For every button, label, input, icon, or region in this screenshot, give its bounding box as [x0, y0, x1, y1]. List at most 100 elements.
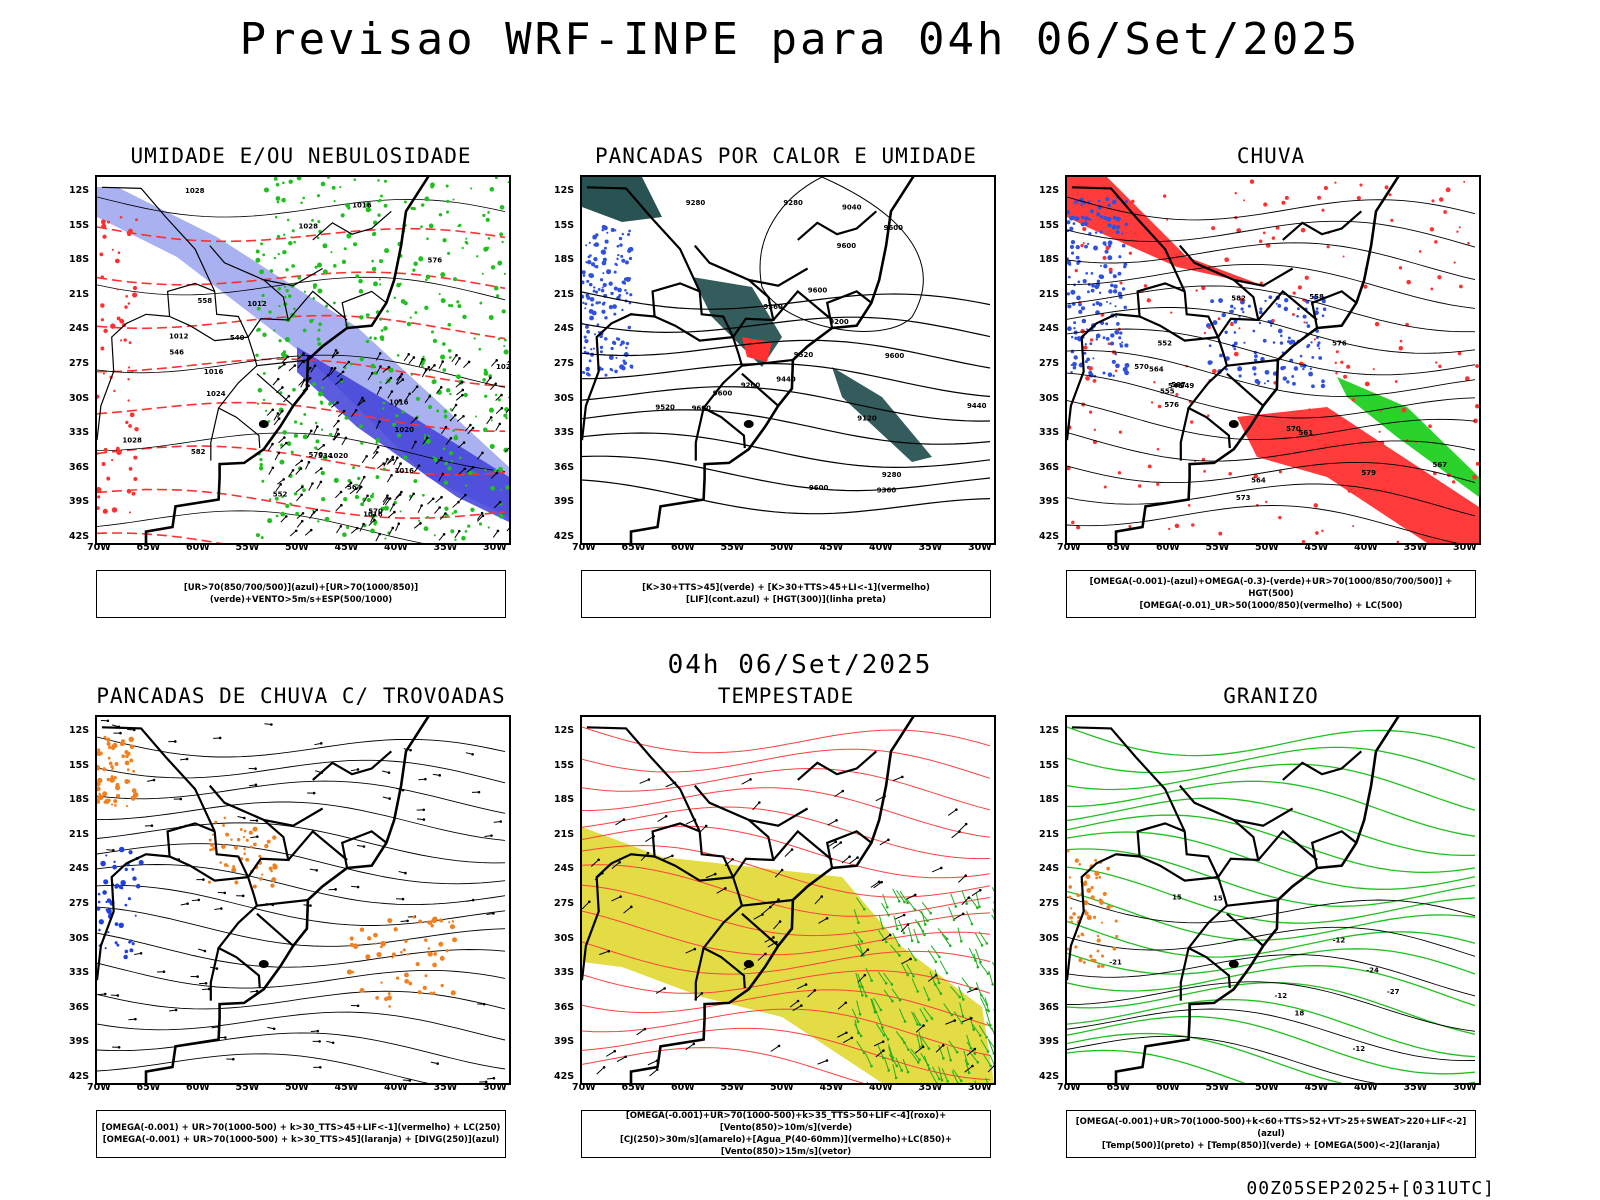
- lon-tick-label: 45W: [334, 1082, 359, 1093]
- lon-tick-label: 35W: [1403, 542, 1428, 553]
- lat-tick-label: 42S: [1039, 531, 1060, 542]
- lon-tick-label: 55W: [720, 1082, 745, 1093]
- contour-label: 1028: [185, 187, 205, 195]
- lat-tick-label: 12S: [69, 725, 90, 736]
- contour-label: 1012: [247, 300, 267, 308]
- lon-tick-label: 60W: [671, 542, 695, 553]
- contour-label: 567: [1171, 381, 1186, 389]
- lon-tick-label: 70W: [572, 1082, 596, 1093]
- panel-title: GRANIZO: [1223, 684, 1319, 708]
- contour-label: 1024: [206, 390, 226, 398]
- lon-tick-label: 70W: [1057, 542, 1081, 553]
- lat-tick-label: 15S: [554, 759, 575, 771]
- map-borders: [1067, 177, 1400, 543]
- lat-tick-label: 24S: [69, 323, 90, 335]
- lon-tick-label: 55W: [720, 542, 745, 553]
- contour-label: -27: [1387, 988, 1400, 996]
- lon-tick-label: 40W: [384, 1082, 408, 1093]
- lat-tick-label: 30S: [1039, 932, 1060, 944]
- lat-tick-label: 36S: [69, 1001, 90, 1013]
- contour-label: 534: [318, 452, 333, 460]
- lon-tick-label: 40W: [1354, 1082, 1378, 1093]
- lat-tick-label: 21S: [1039, 828, 1060, 840]
- lon-tick-label: 30W: [968, 542, 992, 553]
- lat-tick-label: 15S: [1039, 219, 1060, 231]
- contour-label: 579: [1361, 469, 1376, 477]
- map-frame: -12 -12 15 15 18 -12 -24 -27 -21: [1065, 715, 1481, 1085]
- lat-tick-label: 36S: [554, 1001, 575, 1013]
- contour-label: 576: [1332, 339, 1347, 347]
- contour-label: 546: [169, 348, 184, 356]
- lon-tick-label: 45W: [819, 1082, 844, 1093]
- contour-label: 1016: [363, 511, 383, 519]
- map-borders: [97, 717, 430, 1083]
- map-canvas: [97, 717, 506, 1083]
- map-frame: [580, 715, 996, 1085]
- legend-caption-line: [OMEGA(-0.001) + UR>70(1000-500) + k>30_…: [102, 1135, 500, 1145]
- contour-label: 570: [368, 508, 383, 516]
- lon-tick-label: 50W: [770, 542, 794, 553]
- legend-caption-line: [LIF](cont.azul) + [HGT(300)](linha pret…: [685, 595, 887, 605]
- lat-tick-label: 21S: [554, 288, 575, 300]
- lat-tick-label: 18S: [554, 254, 575, 266]
- contour-label: 1016: [352, 201, 372, 209]
- contour-label: 9280: [882, 471, 902, 479]
- lat-tick-label: 33S: [69, 967, 90, 979]
- main-title: Previsao WRF-INPE para 04h 06/Set/2025: [239, 14, 1361, 65]
- contour-label: 9600: [713, 390, 733, 398]
- lat-tick-label: 42S: [554, 1071, 575, 1082]
- lon-tick-label: 40W: [1354, 542, 1378, 553]
- lon-tick-label: 30W: [483, 1082, 507, 1093]
- lat-tick-label: 18S: [69, 254, 90, 266]
- contour-label: 582: [191, 448, 206, 456]
- contour-label: 9040: [842, 204, 862, 212]
- contour-label: 9440: [967, 402, 987, 410]
- lat-tick-label: 27S: [69, 358, 90, 369]
- map-frame: [95, 715, 511, 1085]
- contour-label: 576: [428, 257, 443, 265]
- lat-tick-label: 27S: [1039, 898, 1060, 909]
- contour-label: 9600: [808, 286, 828, 294]
- lat-tick-label: 42S: [554, 531, 575, 542]
- contour-label: 555: [1160, 387, 1175, 395]
- lat-tick-label: 36S: [69, 461, 90, 473]
- legend-caption-line: [CJ(250)>30m/s](amarelo)+[Agua_P(40-60mm…: [619, 1135, 953, 1157]
- panel-title: PANCADAS DE CHUVA C/ TROVOADAS: [96, 684, 506, 708]
- lon-tick-label: 35W: [433, 542, 458, 553]
- contour-label: 9600: [884, 224, 904, 232]
- lat-tick-label: 18S: [554, 794, 575, 806]
- lat-tick-label: 27S: [554, 358, 575, 369]
- panel-title: UMIDADE E/OU NEBULOSIDADE: [130, 144, 472, 168]
- lon-tick-label: 60W: [1156, 542, 1180, 553]
- contour-label: -21: [1109, 958, 1122, 966]
- contour-label: 1028: [298, 222, 318, 230]
- map-frame: 1012 1016 1012 1016 1020 1020 1016 1024 1020 1028…: [95, 175, 511, 545]
- lon-tick-label: 45W: [1304, 542, 1329, 553]
- legend-caption-line: [UR>70(850/700/500)](azul)+[UR>70(1000/8…: [183, 583, 419, 605]
- contour-label: 9440: [776, 375, 796, 383]
- map-borders: [1067, 717, 1400, 1083]
- lat-tick-label: 12S: [554, 185, 575, 196]
- lon-tick-label: 65W: [136, 1082, 161, 1093]
- contour-label: -24: [1366, 966, 1379, 974]
- lat-tick-label: 39S: [69, 1036, 90, 1048]
- contour-label: 567: [1433, 461, 1448, 469]
- lon-tick-label: 40W: [384, 542, 408, 553]
- contour-label: 1012: [169, 332, 189, 340]
- lat-tick-label: 12S: [1039, 725, 1060, 736]
- lon-tick-label: 50W: [1255, 1082, 1279, 1093]
- lat-tick-label: 12S: [554, 725, 575, 736]
- contour-label: 9600: [885, 352, 905, 360]
- lon-tick-label: 70W: [87, 1082, 111, 1093]
- legend-caption-line: [Temp(500)](preto) + [Temp(850)](verde) …: [1101, 1141, 1441, 1151]
- lat-tick-label: 36S: [1039, 1001, 1060, 1013]
- lon-tick-label: 60W: [186, 542, 210, 553]
- lat-tick-label: 21S: [69, 288, 90, 300]
- lat-tick-label: 24S: [1039, 323, 1060, 335]
- legend-caption-line: [OMEGA(-0.001)+UR>70(1000-500)+k<60+TTS>…: [1075, 1117, 1467, 1139]
- lat-tick-label: 39S: [1039, 1036, 1060, 1048]
- map-frame: 582 576 579 570 567 564 561 558 555 552 549 546 576 5…: [1065, 175, 1481, 545]
- lon-tick-label: 60W: [671, 1082, 695, 1093]
